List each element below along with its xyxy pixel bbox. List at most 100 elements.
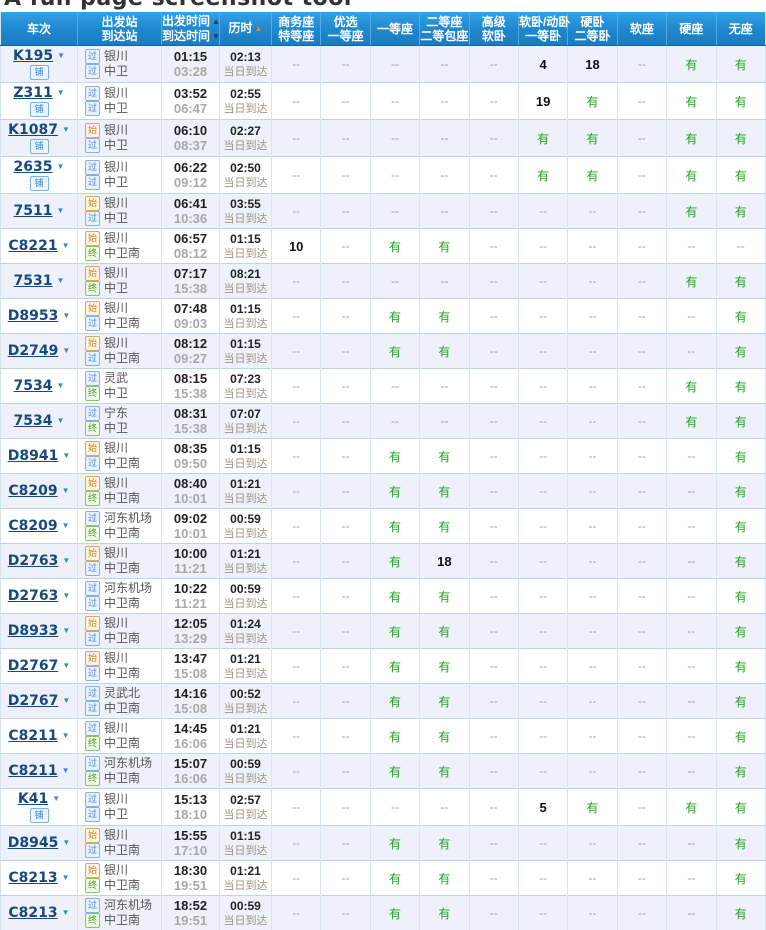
seat-cell-no-seat: 有 (716, 614, 765, 649)
seat-cell-soft-sleeper: 19 (518, 83, 567, 120)
train-number-link[interactable]: D8941 (8, 448, 59, 464)
seat-cell-business-class: -- (272, 334, 321, 369)
table-row: 7534▼ 过宁东 终中卫 08:31 15:38 07:07 当日到达 -- … (1, 404, 766, 439)
seat-cell-premium-soft-sleeper: -- (469, 83, 518, 120)
seat-cell-soft-seat: -- (617, 194, 666, 229)
caret-down-icon[interactable]: ▼ (57, 381, 65, 390)
train-number-link[interactable]: D8953 (8, 308, 59, 324)
train-number-link[interactable]: C8211 (8, 763, 57, 779)
train-number-link[interactable]: C8213 (8, 905, 57, 921)
seat-cell-soft-sleeper: -- (518, 474, 567, 509)
seat-availability: 有 (735, 695, 747, 709)
train-number-link[interactable]: 2635 (14, 159, 53, 175)
caret-down-icon[interactable]: ▼ (62, 125, 70, 134)
caret-down-icon[interactable]: ▼ (52, 794, 60, 803)
depart-time: 14:45 (162, 721, 219, 736)
column-header-duration-sort[interactable]: 历时▲ (220, 12, 272, 46)
seat-cell-premium-soft-sleeper: -- (469, 439, 518, 474)
to-station-name: 中卫 (104, 807, 128, 821)
seat-availability: -- (440, 131, 448, 145)
seat-availability: -- (687, 589, 695, 603)
from-station-name: 灵武北 (104, 686, 140, 700)
from-station-type-icon: 始 (85, 231, 100, 246)
duration-cell: 03:55 当日到达 (220, 194, 272, 229)
seat-availability: -- (342, 484, 350, 498)
caret-down-icon[interactable]: ▼ (57, 206, 65, 215)
train-number-link[interactable]: K195 (13, 48, 53, 64)
seat-cell-soft-sleeper: -- (518, 861, 567, 896)
train-number-link[interactable]: C8209 (8, 518, 57, 534)
caret-down-icon[interactable]: ▼ (62, 696, 70, 705)
seat-cell-no-seat: 有 (716, 474, 765, 509)
seat-availability: -- (539, 484, 547, 498)
sort-asc-icon[interactable]: ▲ (212, 17, 220, 26)
to-station-type-icon: 终 (85, 878, 100, 893)
train-cell: D2763▼ (1, 579, 78, 614)
arrival-day-note: 当日到达 (220, 247, 271, 261)
train-number-link[interactable]: C8213 (8, 870, 57, 886)
seat-cell-soft-seat: -- (617, 789, 666, 826)
train-number-link[interactable]: C8211 (8, 728, 57, 744)
seat-cell-soft-seat: -- (617, 509, 666, 544)
train-number-link[interactable]: K41 (18, 791, 48, 807)
caret-down-icon[interactable]: ▼ (57, 51, 65, 60)
sort-desc-icon[interactable]: ▼ (212, 32, 220, 41)
seat-availability: -- (638, 800, 646, 814)
train-number-link[interactable]: K1087 (8, 122, 58, 138)
seat-availability: -- (638, 309, 646, 323)
train-number-link[interactable]: C8221 (8, 238, 57, 254)
duration-value: 03:55 (220, 197, 271, 212)
to-station-type-icon: 终 (85, 526, 100, 541)
caret-down-icon[interactable]: ▼ (57, 88, 65, 97)
seat-cell-soft-seat: -- (617, 46, 666, 83)
train-number-link[interactable]: D8933 (8, 623, 59, 639)
caret-down-icon[interactable]: ▼ (62, 346, 70, 355)
train-number-link[interactable]: 7534 (14, 413, 53, 429)
train-number-link[interactable]: Z311 (13, 85, 52, 101)
caret-down-icon[interactable]: ▼ (62, 873, 70, 882)
caret-down-icon[interactable]: ▼ (57, 162, 65, 171)
train-number-link[interactable]: 7511 (14, 203, 53, 219)
arrive-time: 09:50 (162, 456, 219, 471)
caret-down-icon[interactable]: ▼ (62, 766, 70, 775)
arrive-time: 16:06 (162, 736, 219, 751)
caret-down-icon[interactable]: ▼ (62, 626, 70, 635)
train-number-link[interactable]: D8945 (8, 835, 59, 851)
caret-down-icon[interactable]: ▼ (62, 838, 70, 847)
column-header-times-sort[interactable]: 出发时间▲ 到达时间▼ (162, 12, 220, 46)
from-station-type-icon: 过 (85, 756, 100, 771)
train-number-link[interactable]: D2763 (8, 588, 59, 604)
caret-down-icon[interactable]: ▼ (62, 661, 70, 670)
depart-time: 15:07 (162, 756, 219, 771)
to-station-name: 中卫南 (104, 631, 140, 645)
seat-availability: -- (391, 57, 399, 71)
train-number-link[interactable]: D2767 (8, 658, 59, 674)
caret-down-icon[interactable]: ▼ (62, 486, 70, 495)
time-cell: 08:15 15:38 (162, 369, 220, 404)
seat-cell-soft-sleeper: 有 (518, 157, 567, 194)
caret-down-icon[interactable]: ▼ (62, 241, 70, 250)
train-number-link[interactable]: 7534 (14, 378, 53, 394)
caret-down-icon[interactable]: ▼ (62, 591, 70, 600)
table-row: 7511▼ 始银川 过中卫 06:41 10:36 03:55 当日到达 -- … (1, 194, 766, 229)
seat-availability: 有 (389, 310, 401, 324)
station-cell: 始银川 过中卫南 (78, 826, 162, 861)
train-number-link[interactable]: D2763 (8, 553, 59, 569)
from-station-type-icon: 始 (85, 863, 100, 878)
caret-down-icon[interactable]: ▼ (62, 731, 70, 740)
train-cell: D8945▼ (1, 826, 78, 861)
caret-down-icon[interactable]: ▼ (57, 276, 65, 285)
caret-down-icon[interactable]: ▼ (62, 451, 70, 460)
train-number-link[interactable]: C8209 (8, 483, 57, 499)
train-number-link[interactable]: 7531 (14, 273, 53, 289)
train-number-link[interactable]: D2749 (8, 343, 59, 359)
seat-availability: 有 (735, 275, 747, 289)
caret-down-icon[interactable]: ▼ (62, 311, 70, 320)
train-number-link[interactable]: D2767 (8, 693, 59, 709)
sort-asc-icon[interactable]: ▲ (255, 24, 263, 33)
seat-cell-premium-soft-sleeper: -- (469, 719, 518, 754)
caret-down-icon[interactable]: ▼ (57, 416, 65, 425)
caret-down-icon[interactable]: ▼ (62, 908, 70, 917)
caret-down-icon[interactable]: ▼ (62, 521, 70, 530)
caret-down-icon[interactable]: ▼ (62, 556, 70, 565)
